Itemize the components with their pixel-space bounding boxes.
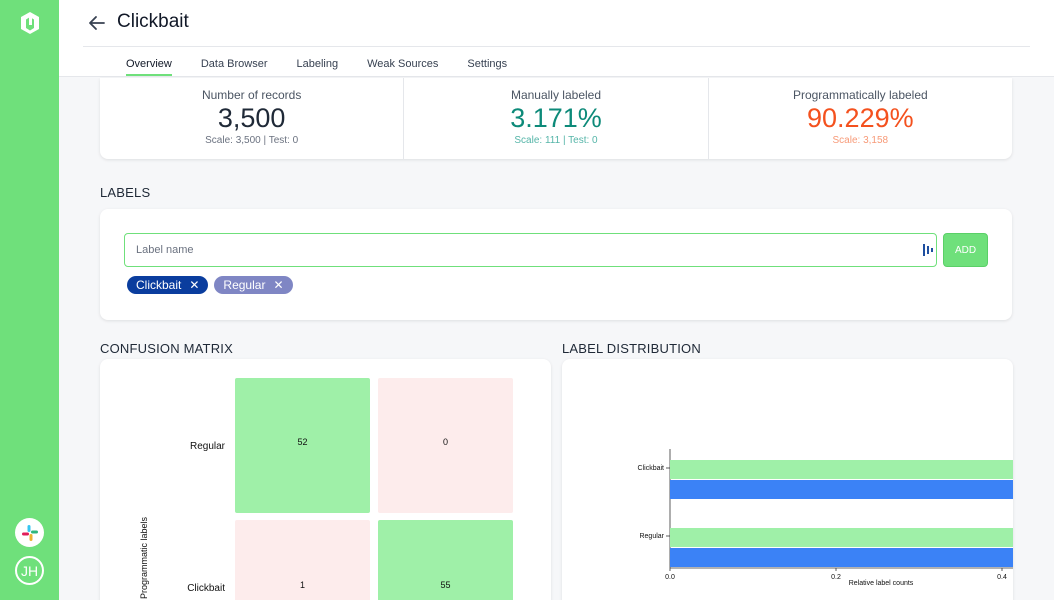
add-label-button[interactable]: ADD bbox=[943, 233, 988, 267]
stat-sub: Scale: 3,158 bbox=[832, 135, 889, 146]
chip-label: Clickbait bbox=[136, 278, 182, 292]
label-chip-regular[interactable]: Regular ✕ bbox=[214, 276, 293, 294]
stat-label: Number of records bbox=[201, 88, 302, 102]
stat-label: Programmatically labeled bbox=[792, 88, 928, 102]
label-name-input[interactable] bbox=[124, 233, 937, 267]
stats-card: Number of records 3,500 Scale: 3,500 | T… bbox=[100, 78, 1012, 159]
cm-cell-value: 52 bbox=[297, 437, 307, 447]
tab-labeling[interactable]: Labeling bbox=[296, 58, 339, 70]
stat-value: 90.229% bbox=[807, 103, 914, 133]
labels-card: ADD Clickbait ✕ Regular ✕ bbox=[100, 209, 1012, 320]
bar bbox=[670, 480, 1013, 499]
cm-cell bbox=[378, 378, 513, 513]
label-distribution-chart: Relative label counts Clickbait Regular 0.… bbox=[638, 449, 1013, 587]
user-avatar[interactable]: JH bbox=[15, 556, 44, 585]
x-tick-label: 0.4 bbox=[997, 574, 1007, 581]
stat-sub: Scale: 3,500 | Test: 0 bbox=[205, 135, 299, 146]
stat-programmatically-labeled: Programmatically labeled 90.229% Scale: … bbox=[709, 78, 1012, 159]
sidebar: JH bbox=[0, 0, 59, 600]
back-arrow-icon[interactable] bbox=[87, 13, 107, 33]
stat-value: 3,500 bbox=[217, 103, 286, 133]
label-chip-clickbait[interactable]: Clickbait ✕ bbox=[127, 276, 209, 294]
cm-row-label-clickbait: Clickbait bbox=[187, 583, 225, 594]
app-logo-icon[interactable] bbox=[20, 11, 40, 35]
cm-row-label-regular: Regular bbox=[190, 441, 226, 452]
header-divider bbox=[83, 46, 1030, 47]
tab-data-browser[interactable]: Data Browser bbox=[200, 58, 268, 70]
tab-settings[interactable]: Settings bbox=[467, 58, 508, 70]
cm-cell bbox=[235, 520, 370, 600]
stat-sub: Scale: 111 | Test: 0 bbox=[514, 135, 598, 146]
y-tick-label: Clickbait bbox=[638, 465, 665, 472]
label-chips: Clickbait ✕ Regular ✕ bbox=[127, 276, 293, 294]
bar bbox=[670, 528, 1013, 547]
tab-bar: Overview Data Browser Labeling Weak Sour… bbox=[126, 58, 536, 76]
header: Clickbait Overview Data Browser Labeling… bbox=[59, 0, 1054, 77]
keyboard-shortcut-icon bbox=[923, 244, 933, 256]
cm-y-axis-label: Programmatic labels bbox=[139, 516, 149, 599]
label-distribution-card: Relative label counts Clickbait Regular 0.… bbox=[562, 359, 1013, 600]
stat-value: 3.171% bbox=[510, 103, 602, 133]
cm-cell-value: 1 bbox=[300, 580, 305, 590]
confusion-matrix: Programmatic labels Regular Clickbait 52… bbox=[139, 378, 513, 600]
page-title: Clickbait bbox=[117, 11, 189, 32]
cm-cell bbox=[378, 520, 513, 600]
y-tick-label: Regular bbox=[639, 533, 664, 540]
remove-icon[interactable]: ✕ bbox=[273, 278, 284, 292]
x-tick-label: 0.0 bbox=[665, 574, 675, 581]
bar bbox=[670, 460, 1013, 479]
stat-label: Manually labeled bbox=[510, 88, 602, 102]
cm-cell-value: 0 bbox=[443, 437, 448, 447]
labels-section-title: LABELS bbox=[100, 185, 151, 200]
stat-records: Number of records 3,500 Scale: 3,500 | T… bbox=[100, 78, 405, 159]
cm-cell bbox=[235, 378, 370, 513]
confusion-matrix-card: Programmatic labels Regular Clickbait 52… bbox=[100, 359, 551, 600]
x-tick-label: 0.2 bbox=[831, 574, 841, 581]
tab-weak-sources[interactable]: Weak Sources bbox=[367, 58, 439, 70]
x-axis-label: Relative label counts bbox=[849, 580, 914, 587]
stat-manually-labeled: Manually labeled 3.171% Scale: 111 | Tes… bbox=[404, 78, 709, 159]
slack-icon[interactable] bbox=[15, 518, 44, 547]
tab-overview[interactable]: Overview bbox=[126, 58, 172, 76]
confusion-matrix-title: CONFUSION MATRIX bbox=[100, 341, 233, 356]
cm-cell-value: 55 bbox=[440, 580, 450, 590]
remove-icon[interactable]: ✕ bbox=[189, 278, 200, 292]
bar bbox=[670, 548, 1013, 567]
label-distribution-title: LABEL DISTRIBUTION bbox=[562, 341, 701, 356]
chip-label: Regular bbox=[223, 278, 266, 292]
